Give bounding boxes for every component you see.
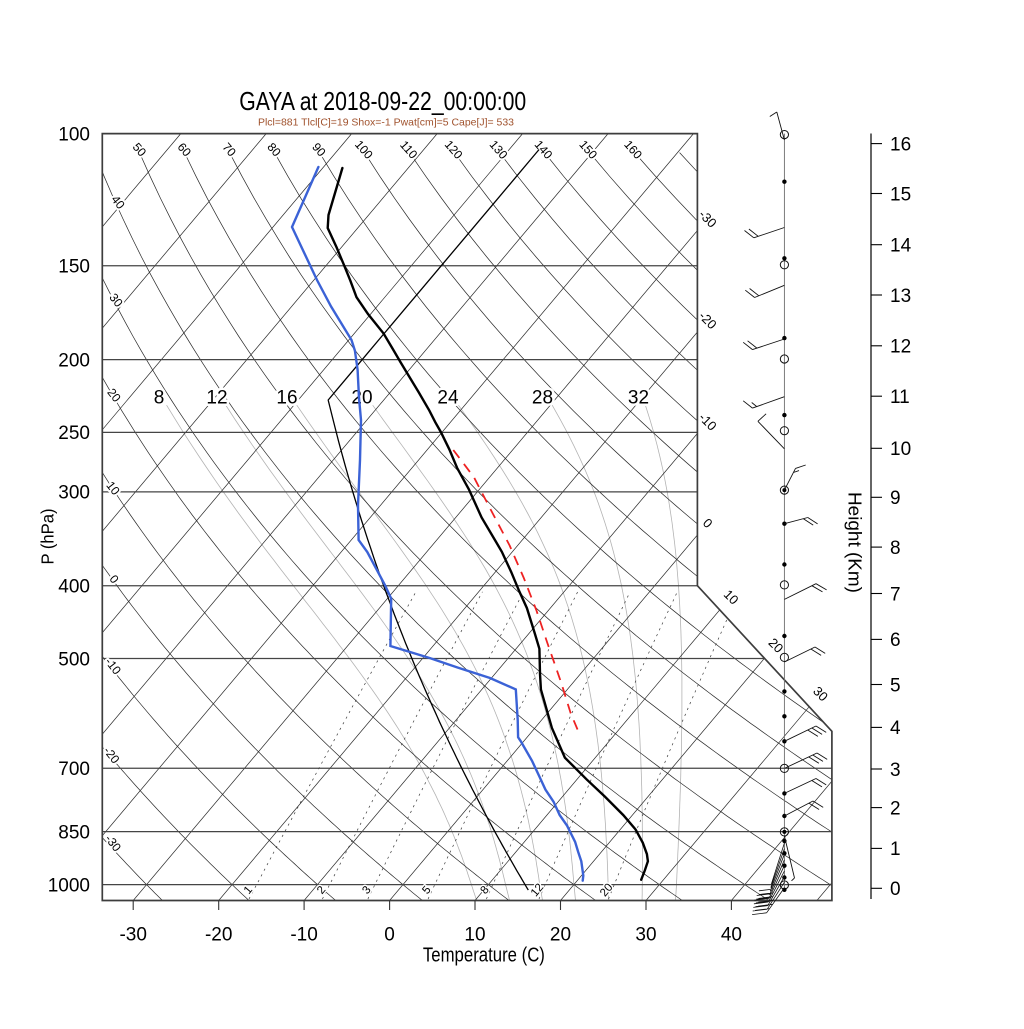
svg-text:Plcl=881 Tlcl[C]=19 Shox=-1 Pw: Plcl=881 Tlcl[C]=19 Shox=-1 Pwat[cm]=5 C… [258, 117, 514, 129]
svg-text:-20: -20 [205, 925, 232, 946]
svg-text:13: 13 [890, 286, 911, 307]
svg-text:16: 16 [276, 388, 297, 409]
svg-text:300: 300 [58, 483, 90, 504]
svg-text:8: 8 [154, 388, 165, 409]
svg-text:32: 32 [628, 388, 649, 409]
svg-text:200: 200 [58, 350, 90, 371]
svg-text:9: 9 [890, 488, 901, 509]
svg-text:Temperature (C): Temperature (C) [423, 945, 545, 967]
svg-text:250: 250 [58, 423, 90, 444]
svg-text:7: 7 [890, 584, 901, 605]
svg-text:40: 40 [721, 925, 742, 946]
svg-text:20: 20 [351, 388, 372, 409]
svg-text:Height (Km): Height (Km) [844, 492, 865, 593]
svg-text:1: 1 [890, 839, 901, 860]
svg-text:11: 11 [890, 387, 910, 408]
svg-text:3: 3 [890, 760, 901, 781]
svg-text:12: 12 [206, 388, 227, 409]
svg-text:15: 15 [890, 184, 911, 205]
svg-text:-30: -30 [119, 925, 146, 946]
svg-text:12: 12 [890, 337, 911, 358]
svg-text:14: 14 [890, 236, 912, 257]
svg-text:6: 6 [890, 630, 901, 651]
svg-text:20: 20 [550, 925, 571, 946]
svg-text:0: 0 [384, 925, 395, 946]
svg-text:2: 2 [890, 798, 901, 819]
svg-text:100: 100 [58, 124, 90, 145]
svg-text:8: 8 [890, 538, 901, 559]
svg-text:10: 10 [890, 439, 911, 460]
svg-text:28: 28 [532, 388, 553, 409]
svg-text:10: 10 [464, 925, 485, 946]
svg-text:700: 700 [58, 759, 90, 780]
svg-text:16: 16 [890, 134, 911, 155]
svg-text:24: 24 [437, 388, 459, 409]
svg-text:GAYA at 2018-09-22_00:00:00: GAYA at 2018-09-22_00:00:00 [239, 86, 526, 116]
svg-text:P (hPa): P (hPa) [38, 509, 58, 565]
svg-text:500: 500 [58, 649, 90, 670]
svg-text:4: 4 [890, 718, 901, 739]
svg-text:1000: 1000 [48, 875, 90, 896]
svg-text:5: 5 [890, 675, 901, 696]
svg-text:150: 150 [58, 257, 90, 278]
svg-text:-10: -10 [290, 925, 317, 946]
svg-text:850: 850 [58, 822, 90, 843]
svg-text:30: 30 [635, 925, 656, 946]
svg-text:400: 400 [58, 577, 90, 598]
svg-text:0: 0 [890, 879, 901, 900]
